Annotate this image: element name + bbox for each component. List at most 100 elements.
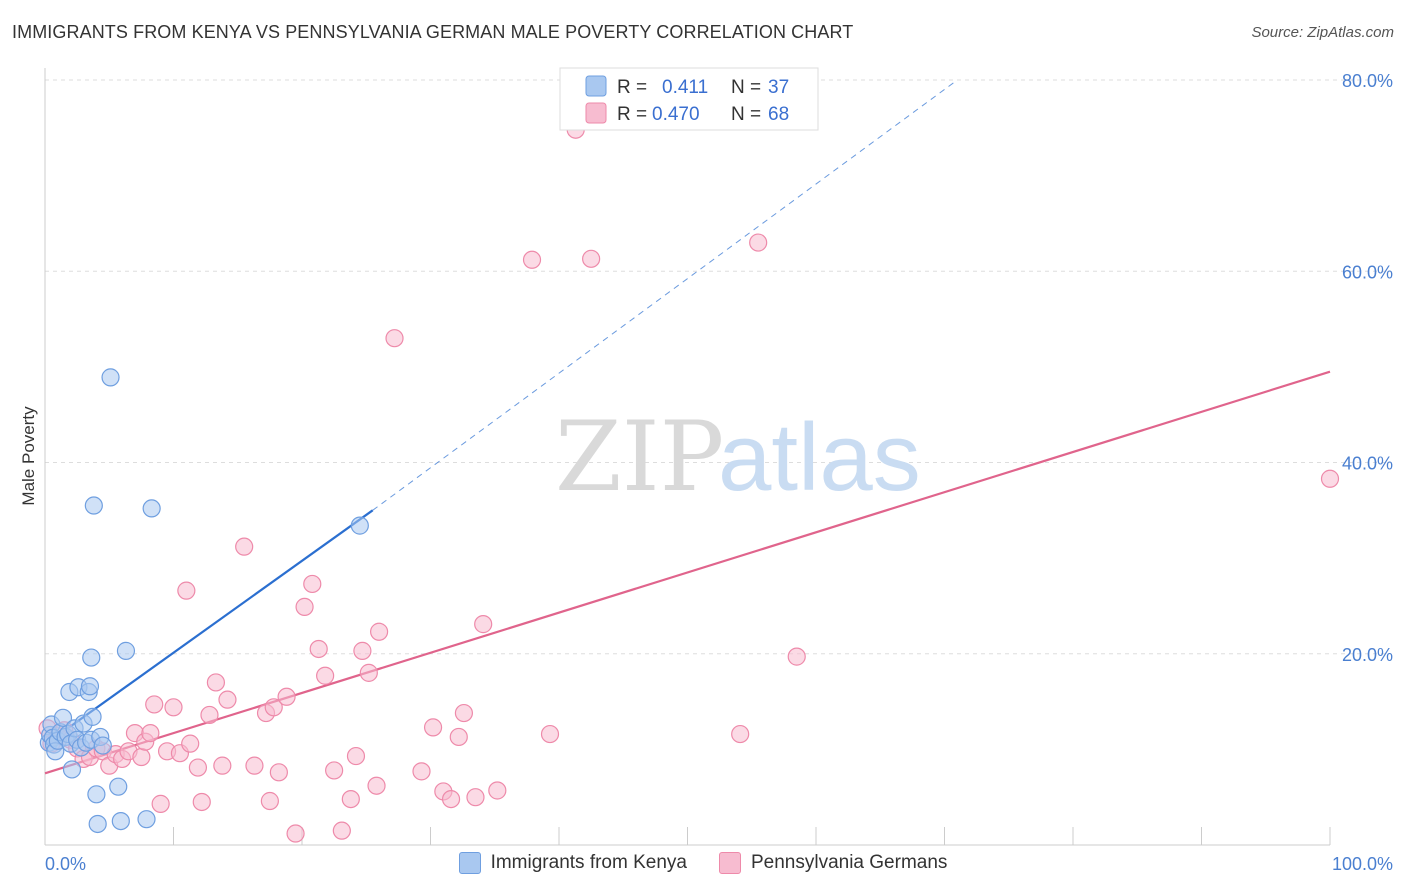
- pa-german-point: [325, 761, 344, 780]
- x-tick-label-min: 0.0%: [45, 854, 86, 874]
- pa-german-point: [454, 703, 474, 723]
- pa-german-point: [264, 698, 283, 717]
- pa-german-point: [181, 734, 200, 753]
- watermark-zip: ZIP: [555, 401, 724, 513]
- legend-swatch-pa-german: [718, 852, 741, 874]
- pa-german-point: [132, 747, 151, 767]
- kenya-point: [88, 814, 107, 834]
- pa-german-point: [245, 756, 264, 775]
- pa-german-point: [192, 792, 211, 812]
- kenya-point: [350, 516, 369, 535]
- pa-german-point: [522, 250, 542, 269]
- legend-n-value-pa-german: 68: [768, 104, 789, 125]
- pa-german-point: [412, 762, 431, 781]
- kenya-point: [116, 641, 136, 660]
- kenya-point: [53, 708, 73, 727]
- y-tick-label: 80.0%: [1342, 71, 1393, 91]
- kenya-point: [142, 499, 161, 518]
- pa-german-point: [218, 690, 237, 709]
- legend-r-label-kenya: R =: [617, 77, 647, 98]
- kenya-point: [82, 648, 101, 667]
- trend-lines: [44, 79, 1331, 775]
- pa-german-point: [141, 724, 160, 743]
- pa-german-point: [353, 641, 372, 660]
- pa-german-point: [332, 821, 351, 840]
- pa-german-point: [151, 794, 170, 813]
- y-tick-label: 20.0%: [1342, 645, 1393, 665]
- kenya-point: [87, 785, 106, 804]
- source-credit: Source: ZipAtlas.com: [1251, 24, 1394, 41]
- watermark-atlas: atlas: [718, 404, 921, 511]
- pa-german-point: [286, 824, 305, 843]
- x-tick-label-max: 100.0%: [1332, 854, 1393, 874]
- pa-german-point: [200, 705, 219, 725]
- pa-german-point: [441, 789, 461, 809]
- pa-german-point: [488, 781, 507, 800]
- kenya-trend-line: [44, 509, 374, 746]
- pa-german-point: [309, 639, 328, 659]
- gridlines: [45, 79, 1390, 655]
- legend-r-label-pa-german: R =: [617, 104, 647, 125]
- pa-german-point: [749, 233, 768, 252]
- pa-german-point: [235, 537, 254, 556]
- legend-swatch-kenya: [585, 75, 607, 97]
- pa-german-point: [359, 663, 378, 682]
- pa-german-point: [787, 647, 806, 666]
- pa-german-point: [277, 687, 296, 706]
- bottom-legend: Immigrants from Kenya Pennsylvania Germa…: [0, 852, 1406, 874]
- legend-swatch-pa-german: [585, 102, 607, 124]
- pa-german-point: [474, 615, 493, 634]
- y-tick-labels: 20.0% 40.0% 60.0% 80.0%: [1342, 71, 1393, 665]
- legend-n-value-kenya: 37: [768, 77, 789, 98]
- pa-german-point: [295, 597, 314, 616]
- legend-label-kenya: Immigrants from Kenya: [490, 852, 687, 873]
- pa-german-point: [367, 776, 386, 795]
- legend-label-pa-german: Pennsylvania Germans: [750, 852, 948, 873]
- pa-german-point: [449, 727, 468, 747]
- data-points: [38, 120, 1340, 843]
- pa-german-point: [303, 574, 322, 594]
- pa-german-point: [164, 698, 183, 717]
- pa-german-point: [370, 622, 389, 641]
- pa-german-point: [188, 758, 208, 777]
- pa-german-point: [1320, 469, 1340, 488]
- pa-german-point: [341, 789, 360, 809]
- legend-r-value-kenya: 0.411: [662, 77, 708, 98]
- kenya-point: [109, 777, 128, 796]
- kenya-point: [83, 707, 102, 726]
- pa-german-point: [385, 329, 404, 348]
- pa-german-point: [260, 791, 279, 811]
- x-tick-labels: 0.0% 100.0%: [45, 854, 1393, 874]
- y-axis-label: Male Poverty: [19, 406, 38, 506]
- pa-german-point: [206, 673, 226, 692]
- pa-german-point: [540, 724, 560, 744]
- y-tick-label: 60.0%: [1342, 262, 1393, 282]
- pa-german-trend-line: [44, 370, 1331, 775]
- pa-german-point: [582, 249, 601, 268]
- legend-item-kenya: Immigrants from Kenya: [458, 852, 687, 874]
- pa-german-point: [466, 788, 485, 807]
- kenya-point: [101, 368, 120, 387]
- kenya-point: [137, 810, 156, 829]
- legend-r-value-pa-german: 0.470: [652, 104, 700, 125]
- pa-german-point: [145, 695, 164, 714]
- legend-n-label-kenya: N =: [731, 77, 761, 98]
- legend-item-pa-german: Pennsylvania Germans: [718, 852, 948, 874]
- legend-swatch-kenya: [458, 852, 481, 874]
- pa-german-point: [213, 756, 232, 775]
- kenya-point: [111, 811, 130, 831]
- kenya-point: [93, 736, 112, 755]
- kenya-point: [80, 677, 100, 696]
- y-tick-label: 40.0%: [1342, 454, 1393, 474]
- pa-german-point: [423, 718, 443, 737]
- pa-german-point: [316, 666, 335, 685]
- pa-german-point: [177, 581, 196, 600]
- top-legend: R = 0.411 N = 37 R = 0.470 N = 68: [559, 67, 819, 131]
- kenya-point: [84, 496, 103, 515]
- chart-title: IMMIGRANTS FROM KENYA VS PENNSYLVANIA GE…: [12, 22, 854, 42]
- kenya-point: [62, 760, 82, 779]
- pa-german-point: [731, 724, 750, 744]
- pa-german-point: [346, 746, 366, 766]
- legend-n-label-pa-german: N =: [731, 104, 761, 125]
